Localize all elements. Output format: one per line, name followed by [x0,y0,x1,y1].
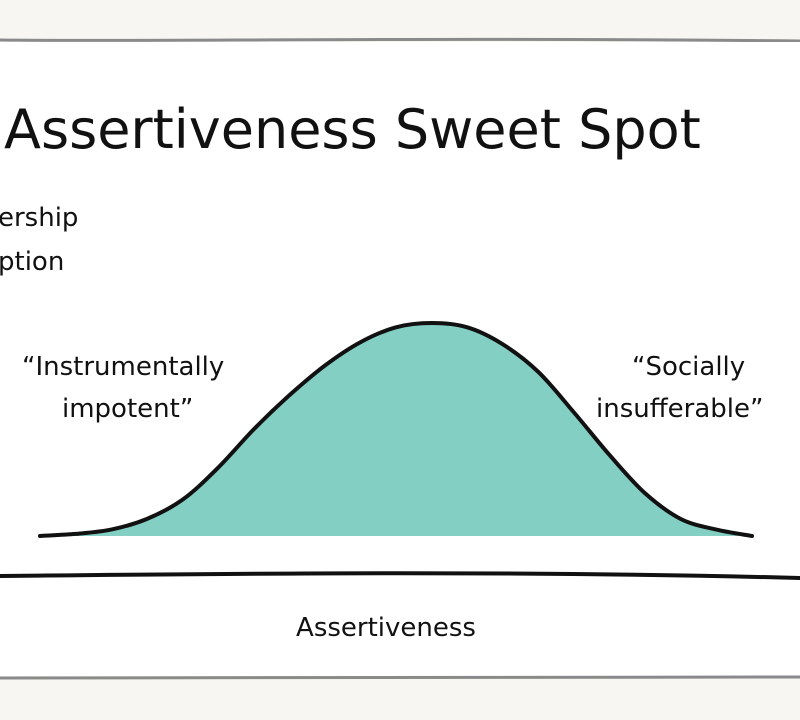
right-annotation-line-2: insufferable” [596,394,763,424]
curve-line [38,321,754,538]
card-bottom-border [0,675,800,680]
bell-curve [38,321,754,538]
chart-title: Assertiveness Sweet Spot [4,98,701,161]
right-annotation-line-1: “Socially [632,352,745,382]
left-annotation-line-2: impotent” [62,394,193,424]
x-axis-line [0,571,800,580]
card-top-border [0,37,800,43]
y-axis-label-line-1: ership [0,203,78,233]
y-axis-label-line-2: ption [0,247,64,277]
left-annotation-line-1: “Instrumentally [22,352,224,382]
x-axis-label: Assertiveness [296,613,476,643]
curve-area-fill [40,323,752,536]
